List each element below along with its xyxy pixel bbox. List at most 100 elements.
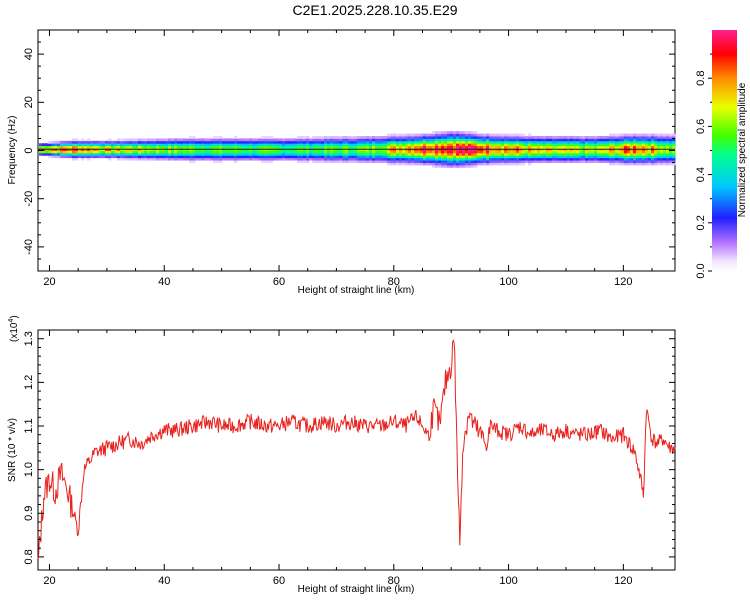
- spectrogram-cell: [399, 143, 403, 147]
- spectrogram-cell: [504, 162, 508, 166]
- spectrogram-cell: [528, 150, 532, 154]
- spectrogram-cell: [600, 157, 604, 161]
- spectrogram-cell: [378, 150, 382, 154]
- spectrogram-cell: [327, 155, 331, 159]
- spectrogram-cell: [237, 143, 241, 147]
- spectrogram-cell: [270, 145, 274, 149]
- spectrogram-cell: [291, 138, 295, 142]
- spectrogram-cell: [264, 145, 268, 149]
- spectrogram-cell: [273, 145, 277, 149]
- spectrogram-cell: [546, 145, 550, 149]
- spectrogram-cell: [111, 145, 115, 149]
- spectrogram-cell: [315, 160, 319, 163]
- spectrogram-cell: [318, 136, 322, 139]
- spectrogram-cell: [525, 150, 529, 154]
- spectrogram-cell: [429, 145, 433, 149]
- spectrogram-cell: [339, 143, 343, 147]
- spectrogram-cell: [666, 138, 670, 142]
- spectrogram-cell: [660, 140, 664, 144]
- spectrogram-cell: [603, 143, 607, 147]
- spectrogram-cell: [321, 143, 325, 147]
- spectrogram-cell: [432, 152, 436, 156]
- spectrogram-cell: [246, 155, 250, 159]
- spectrogram-cell: [423, 133, 427, 137]
- spectrogram-cell: [624, 133, 628, 137]
- spectrogram-cell: [438, 164, 442, 168]
- spectrogram-cell: [597, 152, 601, 156]
- spectrogram-cell: [576, 160, 580, 163]
- spectrogram-cell: [657, 145, 661, 149]
- spectrogram-cell: [96, 152, 100, 156]
- spectrogram-cell: [420, 160, 424, 163]
- spectrogram-cell: [519, 150, 523, 154]
- spectrogram-cell: [54, 143, 58, 147]
- spectrogram-cell: [552, 150, 556, 154]
- spectrogram-cell: [240, 138, 244, 142]
- spectrogram-cell: [357, 150, 361, 154]
- spectrogram-cell: [660, 162, 664, 166]
- spectrogram-cell: [390, 157, 394, 161]
- spectrogram-cell: [480, 140, 484, 144]
- spectrogram-y-tick-label: -40: [23, 239, 35, 255]
- spectrogram-cell: [486, 162, 490, 166]
- spectrogram-cell: [606, 145, 610, 149]
- colorbar-ticks: 0.00.20.40.60.8: [695, 53, 712, 279]
- spectrogram-cell: [672, 145, 676, 149]
- spectrogram-cell: [648, 162, 652, 166]
- spectrogram-cell: [411, 157, 415, 161]
- spectrogram-cell: [474, 131, 478, 135]
- spectrogram-cell: [657, 143, 661, 147]
- spectrogram-cell: [279, 138, 283, 142]
- spectrogram-cell: [117, 140, 121, 144]
- snr-x-tick-label: 60: [273, 575, 285, 587]
- spectrogram-cell: [390, 150, 394, 154]
- spectrogram-cell: [105, 143, 109, 147]
- spectrogram-cell: [465, 133, 469, 137]
- spectrogram-cell: [564, 143, 568, 147]
- spectrogram-cell: [504, 140, 508, 144]
- spectrogram-cell: [216, 140, 220, 144]
- spectrogram-cell: [615, 155, 619, 159]
- spectrogram-cell: [315, 136, 319, 139]
- spectrogram-cell: [282, 157, 286, 161]
- spectrogram-cell: [234, 150, 238, 154]
- spectrogram-cell: [621, 152, 625, 156]
- spectrogram-cell: [510, 152, 514, 156]
- spectrogram-cell: [591, 138, 595, 142]
- spectrogram-cell: [231, 143, 235, 147]
- spectrogram-cell: [219, 136, 223, 139]
- spectrogram-cell: [492, 133, 496, 137]
- spectrogram-cell: [585, 138, 589, 142]
- spectrogram-cell: [435, 164, 439, 168]
- spectrogram-cell: [204, 150, 208, 154]
- spectrogram-cell: [579, 138, 583, 142]
- spectrogram-cell: [240, 152, 244, 156]
- spectrogram-cell: [354, 155, 358, 159]
- spectrogram-cell: [462, 143, 466, 147]
- spectrogram-cell: [162, 150, 166, 154]
- spectrogram-cell: [612, 140, 616, 144]
- spectrogram-cell: [462, 160, 466, 163]
- spectrogram-cell: [633, 138, 637, 142]
- spectrogram-cell: [429, 160, 433, 163]
- spectrogram-cell: [486, 143, 490, 147]
- spectrogram-cell: [402, 162, 406, 166]
- spectrogram-cell: [555, 138, 559, 142]
- spectrogram-cell: [528, 162, 532, 166]
- spectrogram-cell: [456, 138, 460, 142]
- spectrogram-cell: [543, 155, 547, 159]
- spectrogram-cell: [75, 143, 79, 147]
- spectrogram-cell: [540, 145, 544, 149]
- spectrogram-cell: [540, 138, 544, 142]
- spectrogram-cell: [516, 143, 520, 147]
- spectrogram-cell: [93, 140, 97, 144]
- spectrogram-cell: [354, 143, 358, 147]
- spectrogram-cell: [243, 157, 247, 161]
- spectrogram-cell: [525, 157, 529, 161]
- spectrogram-cell: [507, 143, 511, 147]
- spectrogram-cell: [516, 162, 520, 166]
- spectrogram-cell: [222, 145, 226, 149]
- spectrogram-cell: [630, 145, 634, 149]
- spectrogram-cell: [585, 150, 589, 154]
- spectrogram-cell: [387, 157, 391, 161]
